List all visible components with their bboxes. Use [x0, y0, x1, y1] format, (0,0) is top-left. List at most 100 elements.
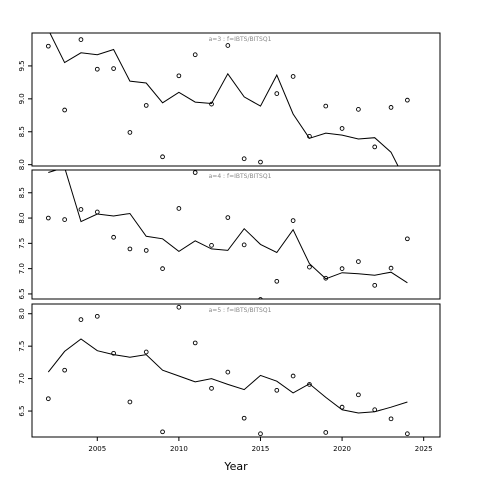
panel-frame	[31, 303, 441, 438]
observed-point	[45, 396, 51, 402]
observed-point	[143, 248, 149, 253]
observed-point	[372, 282, 378, 288]
observed-point	[143, 103, 149, 108]
observed-point	[45, 215, 51, 221]
y-tick-label: 7.5	[18, 341, 26, 352]
observed-point	[127, 246, 133, 252]
observed-point	[241, 415, 247, 421]
panel-title: a=3 : f=IBTS/BITSQ1	[209, 36, 272, 43]
observed-point	[225, 215, 231, 220]
panel-frame	[31, 32, 441, 167]
observed-point	[241, 242, 247, 248]
observed-point	[111, 350, 116, 356]
observed-point	[356, 107, 361, 112]
y-tick-label: 8.0	[18, 212, 26, 223]
observed-point	[62, 367, 67, 373]
observed-point	[78, 317, 84, 322]
observed-point	[94, 66, 100, 72]
y-tick-label: 7.0	[18, 263, 26, 274]
observed-point	[388, 265, 394, 271]
observed-point	[94, 209, 100, 215]
y-tick-label: 8.5	[18, 126, 26, 137]
observed-point	[356, 392, 361, 398]
fitted-line	[49, 33, 399, 166]
observed-point	[290, 373, 296, 379]
fitted-line	[48, 170, 408, 284]
x-axis-label: Year	[223, 460, 248, 473]
panel-age-3: a=3 : f=IBTS/BITSQ1 8.0 8.5 9.0 9.5	[18, 32, 441, 170]
y-tick-label: 9.0	[18, 93, 26, 104]
observed-point	[94, 313, 100, 319]
observed-point	[160, 266, 165, 271]
observed-point	[323, 430, 329, 435]
observed-point	[111, 66, 116, 71]
panel-data	[45, 33, 410, 166]
observed-point	[192, 340, 198, 346]
observed-point	[160, 154, 165, 160]
observed-point	[78, 207, 84, 212]
y-tick-label: 6.5	[18, 288, 26, 299]
observed-point	[225, 369, 231, 375]
observed-point	[388, 416, 394, 422]
x-tick-label: 2010	[170, 445, 188, 453]
y-tick-label: 7.0	[18, 373, 26, 384]
panel-age-4: a=4 : f=IBTS/BITSQ1 6.5 7.0 7.5 8.0 8.5	[18, 169, 441, 300]
observed-point	[225, 43, 231, 48]
observed-point	[209, 243, 214, 248]
observed-point	[160, 429, 165, 435]
observed-point	[176, 206, 182, 211]
y-tick-label: 7.5	[18, 238, 26, 249]
y-tick-label: 8.0	[18, 159, 26, 170]
observed-point	[258, 297, 263, 299]
observed-point	[388, 105, 394, 110]
observed-point	[274, 387, 280, 393]
observed-point	[127, 130, 133, 135]
observed-point	[258, 431, 263, 437]
y-tick-label: 8.5	[18, 187, 26, 198]
observed-point	[405, 236, 410, 242]
observed-point	[111, 234, 116, 240]
panel-frame	[31, 169, 441, 300]
observed-point	[323, 103, 329, 109]
panel-title: a=4 : f=IBTS/BITSQ1	[209, 173, 272, 180]
observed-point	[405, 431, 410, 437]
observed-point	[307, 264, 312, 270]
observed-point	[45, 43, 51, 49]
observed-point	[241, 156, 247, 162]
y-tick-label: 8.0	[18, 308, 26, 319]
x-tick-label: 2025	[415, 445, 433, 453]
observed-point	[62, 107, 67, 113]
panel-data	[45, 304, 410, 437]
panel-data	[45, 170, 410, 299]
fitted-line	[47, 338, 408, 414]
observed-point	[176, 73, 182, 79]
observed-point	[356, 259, 361, 264]
observed-point	[339, 266, 345, 271]
observed-point	[339, 126, 345, 131]
x-tick-label: 2005	[88, 445, 106, 453]
observed-point	[209, 385, 214, 391]
observed-point	[176, 304, 182, 310]
x-tick-label: 2015	[252, 445, 270, 453]
panel-title: a=5 : f=IBTS/BITSQ1	[209, 307, 272, 314]
observed-point	[209, 101, 214, 107]
observed-point	[127, 399, 133, 405]
observed-point	[290, 218, 296, 223]
observed-point	[274, 91, 280, 96]
observed-point	[290, 74, 296, 79]
y-tick-label: 6.5	[18, 405, 26, 416]
observed-point	[372, 144, 378, 150]
observed-point	[258, 159, 263, 165]
x-tick-label: 2020	[333, 445, 351, 453]
observed-point	[78, 37, 84, 42]
panel-age-5: a=5 : f=IBTS/BITSQ1 6.5 7.0 7.5 8.0 2005 2010…	[18, 303, 441, 453]
observed-point	[339, 404, 345, 410]
observed-point	[405, 97, 410, 103]
observed-point	[192, 170, 198, 175]
observed-point	[62, 217, 67, 222]
observed-point	[274, 278, 280, 284]
observed-point	[143, 349, 149, 355]
y-tick-label: 9.5	[18, 60, 26, 71]
observed-point	[192, 52, 198, 58]
